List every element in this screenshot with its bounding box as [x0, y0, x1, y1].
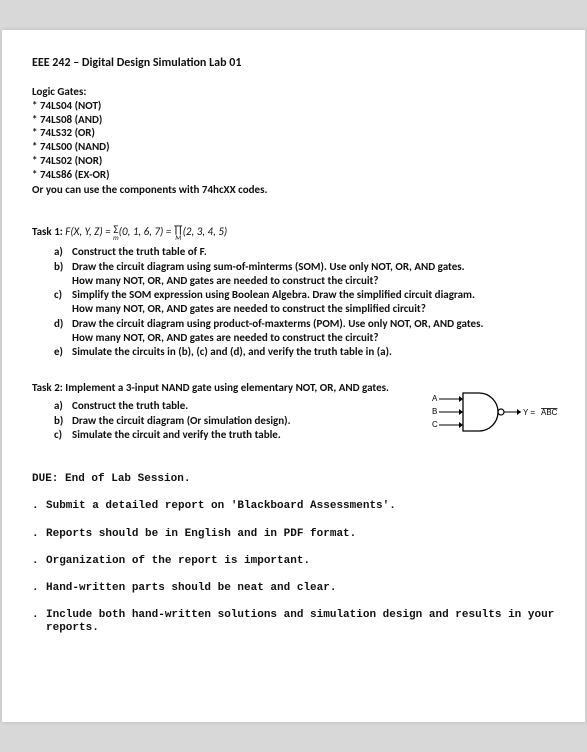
- bullet-dot: .: [32, 555, 46, 568]
- item-text: Construct the truth table.: [72, 399, 423, 413]
- due-text: Organization of the report is important.: [46, 555, 559, 568]
- logic-gates-heading: Logic Gates:: [32, 85, 559, 99]
- gate-item: * 74LS32 (OR): [32, 126, 559, 140]
- label-b: B: [432, 407, 437, 416]
- item-letter: b): [54, 414, 72, 428]
- item-letter: a): [54, 245, 72, 259]
- item-line: How many NOT, OR, AND gates are needed t…: [72, 302, 559, 316]
- item-line: Construct the truth table of F.: [72, 245, 559, 259]
- due-title: DUE: End of Lab Session.: [32, 473, 559, 486]
- item-letter: c): [54, 288, 72, 316]
- item-letter: e): [54, 345, 72, 359]
- gate-item: * 74LS00 (NAND): [32, 140, 559, 154]
- formula-lhs: F(X, Y, Z) =: [65, 225, 113, 238]
- gate-item: * 74LS04 (NOT): [32, 99, 559, 113]
- item-text: Construct the truth table of F.: [72, 245, 559, 259]
- task1-item: d) Draw the circuit diagram using produc…: [54, 317, 559, 345]
- task1-item: e) Simulate the circuits in (b), (c) and…: [54, 345, 559, 359]
- due-bullet: .Hand-written parts should be neat and c…: [32, 582, 559, 595]
- label-y: Y =: [523, 408, 535, 417]
- bullet-dot: .: [32, 582, 46, 595]
- page: EEE 242 – Digital Design Simulation Lab …: [2, 30, 585, 722]
- task2-items: a) Construct the truth table. b) Draw th…: [54, 399, 423, 442]
- pi-symbol: ∏M: [174, 225, 183, 241]
- due-bullet: .Reports should be in English and in PDF…: [32, 528, 559, 541]
- pi-args: (2, 3, 4, 5): [183, 225, 228, 238]
- item-line: How many NOT, OR, AND gates are needed t…: [72, 331, 559, 345]
- item-line: Simulate the circuits in (b), (c) and (d…: [72, 345, 559, 359]
- item-line: Draw the circuit diagram (Or simulation …: [72, 414, 423, 428]
- item-text: Simulate the circuits in (b), (c) and (d…: [72, 345, 559, 359]
- label-c: C: [432, 420, 438, 429]
- task2: Task 2: Implement a 3-input NAND gate us…: [32, 381, 559, 443]
- label-abc: ABC: [541, 408, 558, 417]
- item-text: Simulate the circuit and verify the trut…: [72, 428, 423, 442]
- gate-item: * 74LS08 (AND): [32, 113, 559, 127]
- due-bullet: .Include both hand-written solutions and…: [32, 609, 559, 635]
- alt-components-line: Or you can use the components with 74hcX…: [32, 183, 559, 197]
- item-letter: d): [54, 317, 72, 345]
- due-block: DUE: End of Lab Session. .Submit a detai…: [32, 473, 559, 635]
- label-a: A: [432, 394, 438, 403]
- gate-item: * 74LS86 (EX-OR): [32, 168, 559, 182]
- due-title-text: DUE: End of Lab Session.: [32, 473, 559, 486]
- sigma-args: (0, 1, 6, 7) =: [119, 225, 174, 238]
- item-line: Draw the circuit diagram using sum-of-mi…: [72, 260, 559, 274]
- item-letter: b): [54, 260, 72, 288]
- gates-list: * 74LS04 (NOT) * 74LS08 (AND) * 74LS32 (…: [32, 99, 559, 182]
- task1-label: Task 1:: [32, 225, 65, 238]
- item-letter: a): [54, 399, 72, 413]
- item-line: Simplify the SOM expression using Boolea…: [72, 288, 559, 302]
- task1-item: a) Construct the truth table of F.: [54, 245, 559, 259]
- due-bullet: .Submit a detailed report on 'Blackboard…: [32, 500, 559, 513]
- course-title: EEE 242 – Digital Design Simulation Lab …: [32, 56, 559, 71]
- task2-item: b) Draw the circuit diagram (Or simulati…: [54, 414, 423, 428]
- bullet-dot: .: [32, 528, 46, 541]
- task2-item: c) Simulate the circuit and verify the t…: [54, 428, 423, 442]
- bullet-dot: .: [32, 500, 46, 513]
- item-line: How many NOT, OR, AND gates are needed t…: [72, 274, 559, 288]
- task1-items: a) Construct the truth table of F. b) Dr…: [54, 245, 559, 359]
- task2-item: a) Construct the truth table.: [54, 399, 423, 413]
- due-bullet: .Organization of the report is important…: [32, 555, 559, 568]
- due-text: Hand-written parts should be neat and cl…: [46, 582, 559, 595]
- item-letter: c): [54, 428, 72, 442]
- nand-gate-diagram: A B C Y = ABC: [429, 387, 559, 441]
- task1-formula: F(X, Y, Z) = Σm(0, 1, 6, 7) = ∏M(2, 3, 4…: [65, 225, 227, 238]
- task2-heading: Task 2: Implement a 3-input NAND gate us…: [32, 381, 423, 395]
- due-text: Submit a detailed report on 'Blackboard …: [46, 500, 559, 513]
- item-line: Simulate the circuit and verify the trut…: [72, 428, 423, 442]
- item-line: Construct the truth table.: [72, 399, 423, 413]
- gate-item: * 74LS02 (NOR): [32, 154, 559, 168]
- task1-item: b) Draw the circuit diagram using sum-of…: [54, 260, 559, 288]
- task1: Task 1: F(X, Y, Z) = Σm(0, 1, 6, 7) = ∏M…: [32, 225, 559, 359]
- due-text: Reports should be in English and in PDF …: [46, 528, 559, 541]
- item-text: Draw the circuit diagram using sum-of-mi…: [72, 260, 559, 288]
- item-text: Draw the circuit diagram (Or simulation …: [72, 414, 423, 428]
- due-text: Include both hand-written solutions and …: [46, 609, 559, 635]
- item-text: Simplify the SOM expression using Boolea…: [72, 288, 559, 316]
- task1-item: c) Simplify the SOM expression using Boo…: [54, 288, 559, 316]
- item-line: Draw the circuit diagram using product-o…: [72, 317, 559, 331]
- bullet-dot: .: [32, 609, 46, 635]
- item-text: Draw the circuit diagram using product-o…: [72, 317, 559, 345]
